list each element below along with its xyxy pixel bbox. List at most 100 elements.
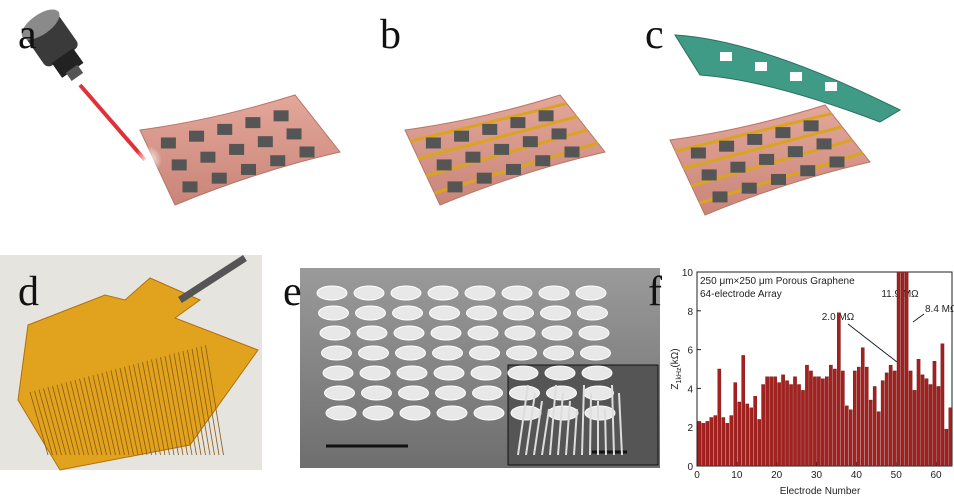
panel-label: a: [18, 12, 37, 58]
graphene-electrode: [505, 326, 535, 340]
graphene-electrode: [437, 406, 467, 420]
bar: [777, 383, 780, 466]
electrode-pad: [804, 120, 819, 131]
x-axis-label: Electrode Number: [780, 486, 861, 497]
electrode-pad: [691, 147, 706, 158]
graphene-electrode: [539, 286, 569, 300]
electrode-pad: [245, 117, 260, 128]
bar: [853, 371, 856, 466]
bar: [781, 375, 784, 466]
x-tick-label: 20: [771, 470, 783, 481]
electrode-pad: [200, 152, 215, 163]
bar: [722, 418, 725, 467]
bar: [742, 355, 745, 466]
bar: [750, 408, 753, 466]
y-axis-label: Z1kHz(kΩ): [670, 348, 683, 389]
graphene-electrode: [579, 326, 609, 340]
graphene-electrode: [502, 286, 532, 300]
illustrations: [0, 4, 900, 470]
bar: [738, 402, 741, 466]
bar: [770, 377, 773, 466]
bar: [785, 381, 788, 466]
bar: [941, 344, 944, 466]
graphene-electrode: [357, 326, 387, 340]
graphene-electrode: [428, 286, 458, 300]
annotation: 8.4 MΩ: [925, 304, 954, 315]
graphene-electrode: [326, 406, 356, 420]
fiber: [590, 393, 591, 455]
bar: [789, 385, 792, 466]
y-tick-label: 10: [682, 268, 694, 279]
electrode-pad: [713, 191, 728, 202]
bar: [881, 381, 884, 466]
bar: [734, 383, 737, 466]
bar: [933, 361, 936, 466]
graphene-electrode: [436, 386, 466, 400]
graphene-electrode: [474, 406, 504, 420]
bar: [885, 373, 888, 466]
electrode-pad: [437, 159, 452, 170]
graphene-electrode: [323, 366, 353, 380]
graphene-electrode: [397, 366, 427, 380]
bar: [901, 0, 904, 466]
electrode-pad: [482, 124, 497, 135]
graphene-electrode: [471, 366, 501, 380]
bar: [813, 377, 816, 466]
graphene-electrode: [582, 366, 612, 380]
bar: [869, 400, 872, 466]
graphene-electrode: [431, 326, 461, 340]
electrode-pad: [830, 156, 845, 167]
electrode-pad: [747, 134, 762, 145]
electrode-pad: [742, 183, 757, 194]
laser-spot: [134, 146, 162, 174]
arrow: [913, 314, 924, 322]
graphene-electrode: [467, 306, 497, 320]
bar: [905, 0, 908, 466]
bar: [837, 313, 840, 466]
graphene-electrode: [584, 386, 614, 400]
y-label-unit: (kΩ): [670, 348, 681, 367]
bar: [841, 371, 844, 466]
electrode-pad: [212, 173, 227, 184]
graphene-electrode: [394, 326, 424, 340]
bar: [766, 377, 769, 466]
bar: [833, 369, 836, 466]
x-tick-label: 30: [811, 470, 823, 481]
graphene-electrode: [585, 406, 615, 420]
electrode-pad: [300, 146, 315, 157]
graphene-electrode: [465, 286, 495, 300]
graphene-electrode: [508, 366, 538, 380]
electrode-pad: [287, 128, 302, 139]
x-tick-label: 0: [694, 470, 700, 481]
bar: [889, 365, 892, 466]
graphene-electrode: [319, 306, 349, 320]
graphene-electrode: [473, 386, 503, 400]
bar: [917, 359, 920, 466]
bar: [797, 385, 800, 466]
graphene-electrode: [391, 286, 421, 300]
graphene-electrode: [547, 386, 577, 400]
electrode-pad: [702, 169, 717, 180]
bar: [873, 386, 876, 466]
encapsulation-layer: [675, 35, 900, 122]
graphene-electrode: [430, 306, 460, 320]
bar: [821, 379, 824, 466]
graphene-electrode: [356, 306, 386, 320]
graphene-electrode: [362, 386, 392, 400]
electrode-pad: [552, 128, 567, 139]
bar: [829, 365, 832, 466]
bar: [893, 371, 896, 466]
electrode-pad: [800, 165, 815, 176]
graphene-electrode: [396, 346, 426, 360]
electrode-pad: [274, 110, 289, 121]
graphene-electrode: [320, 326, 350, 340]
bar: [714, 416, 717, 466]
graphene-electrode: [581, 346, 611, 360]
electrode-pad: [161, 137, 176, 148]
electrode-pad: [217, 124, 232, 135]
electrode-pad: [189, 131, 204, 142]
bar: [929, 385, 932, 466]
graphene-electrode: [542, 326, 572, 340]
panel-label: f: [648, 269, 662, 315]
graphene-electrode: [470, 346, 500, 360]
